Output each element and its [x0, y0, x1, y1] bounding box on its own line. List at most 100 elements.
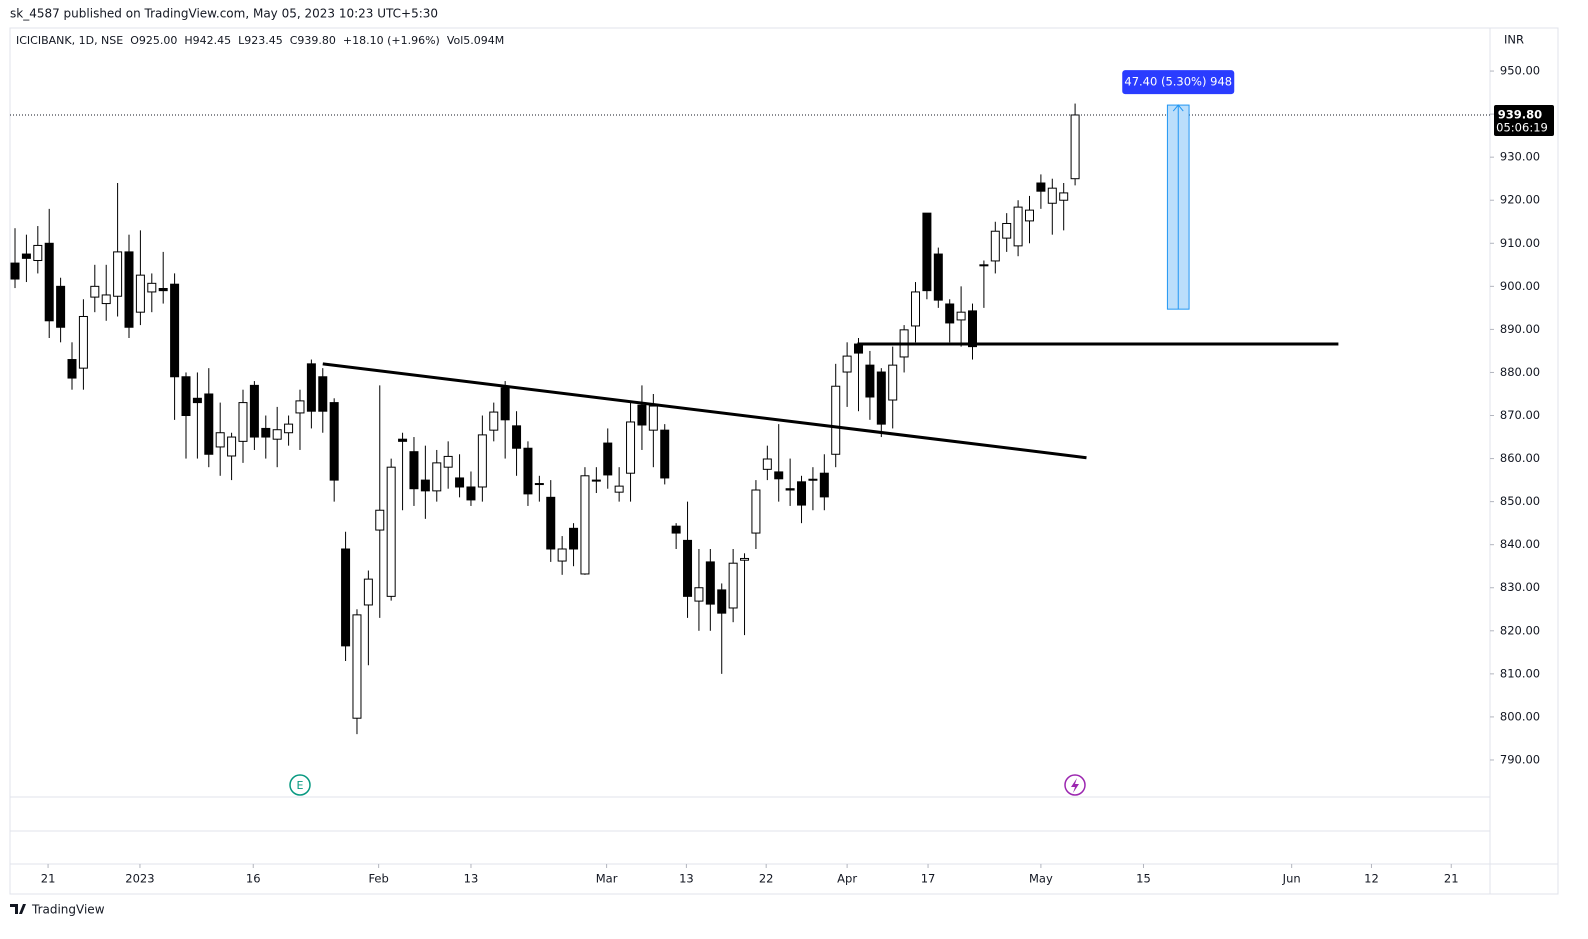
- candle-body: [204, 393, 214, 455]
- candle-body: [990, 230, 1000, 262]
- candle: [819, 454, 829, 511]
- candle-body: [135, 274, 145, 313]
- candle: [979, 260, 989, 308]
- x-tick-label: Apr: [837, 872, 857, 886]
- candle: [44, 208, 54, 339]
- candle: [831, 363, 841, 468]
- candle: [580, 467, 590, 575]
- candle: [671, 523, 681, 549]
- candle-body: [740, 557, 750, 561]
- y-tick-label: 800.00: [1500, 709, 1540, 723]
- candle-body: [1024, 209, 1034, 222]
- measure-label: 47.40 (5.30%) 948: [1124, 75, 1232, 89]
- x-tick-label: 21: [41, 872, 56, 886]
- candle: [660, 424, 670, 485]
- candle-body: [683, 539, 693, 597]
- candle-body: [101, 294, 111, 305]
- x-tick-label: Feb: [368, 872, 388, 886]
- candle: [204, 368, 214, 468]
- candle-body: [762, 458, 772, 470]
- candle: [626, 402, 636, 502]
- candle-body: [227, 436, 237, 457]
- candle-body: [10, 262, 20, 280]
- candle-body: [614, 485, 624, 493]
- candle-body: [865, 364, 875, 398]
- candle: [512, 411, 522, 476]
- candle-body: [591, 479, 601, 482]
- currency: INR: [1504, 33, 1524, 47]
- candle-body: [1013, 206, 1023, 247]
- brand: TradingView: [10, 903, 105, 917]
- candle-body: [819, 472, 829, 498]
- candle-body: [648, 405, 658, 431]
- x-tick-label: 2023: [125, 872, 154, 886]
- candle: [956, 286, 966, 347]
- candle: [158, 251, 168, 304]
- candle: [1013, 200, 1023, 257]
- candle: [808, 467, 818, 511]
- candle: [728, 548, 738, 623]
- candle: [546, 480, 556, 562]
- candle: [284, 415, 294, 446]
- x-tick-label: Mar: [596, 872, 618, 886]
- candle-body: [671, 525, 681, 534]
- candle-body: [56, 285, 66, 328]
- candle-body: [318, 376, 328, 412]
- candle: [557, 536, 567, 575]
- candle: [842, 342, 852, 407]
- candle: [762, 445, 772, 481]
- candle: [90, 264, 100, 313]
- candle: [1024, 195, 1034, 244]
- x-tick-label: 13: [679, 872, 694, 886]
- x-tick-label: May: [1029, 872, 1053, 886]
- candle: [990, 221, 1000, 274]
- countdown: 05:06:19: [1496, 120, 1548, 134]
- x-tick-label: 17: [921, 872, 936, 886]
- candle: [683, 501, 693, 618]
- candle: [489, 402, 499, 442]
- candle-body: [660, 429, 670, 479]
- candle: [774, 424, 784, 502]
- y-tick-label: 810.00: [1500, 666, 1540, 680]
- trendline: [322, 362, 1087, 460]
- y-tick-label: 840.00: [1500, 537, 1540, 551]
- candle-body: [44, 242, 54, 322]
- candle: [614, 467, 624, 502]
- candle-body: [477, 434, 487, 488]
- candle: [101, 264, 111, 321]
- candle-body: [785, 488, 795, 491]
- candle: [603, 428, 613, 489]
- candle: [67, 342, 77, 390]
- candle: [409, 437, 419, 506]
- candle: [1002, 213, 1012, 252]
- candle-body: [694, 587, 704, 602]
- candle: [398, 432, 408, 511]
- candle: [569, 523, 579, 567]
- legend: ICICIBANK, 1D, NSE O925.00 H942.45 L923.…: [16, 34, 504, 47]
- candle-body: [637, 404, 647, 426]
- candle-body: [626, 421, 636, 474]
- candle-body: [751, 489, 761, 534]
- candle-body: [933, 253, 943, 301]
- candle-body: [842, 355, 852, 373]
- x-tick-label: 22: [759, 872, 774, 886]
- candle-body: [181, 376, 191, 417]
- candle-body: [523, 447, 533, 495]
- candle-body: [557, 548, 567, 562]
- candle: [135, 230, 145, 326]
- candle-body: [455, 477, 465, 488]
- candle: [249, 381, 259, 450]
- y-tick-label: 820.00: [1500, 623, 1540, 637]
- candle: [147, 273, 157, 313]
- candle: [306, 359, 316, 429]
- y-tick-label: 880.00: [1500, 365, 1540, 379]
- candle: [192, 372, 202, 459]
- y-tick-label: 920.00: [1500, 193, 1540, 207]
- candle-body: [386, 466, 396, 597]
- candle-body: [78, 315, 88, 369]
- y-tick-label: 830.00: [1500, 580, 1540, 594]
- frame: [9, 27, 1559, 895]
- candle-body: [569, 527, 579, 550]
- x-tick-label: Jun: [1282, 872, 1301, 886]
